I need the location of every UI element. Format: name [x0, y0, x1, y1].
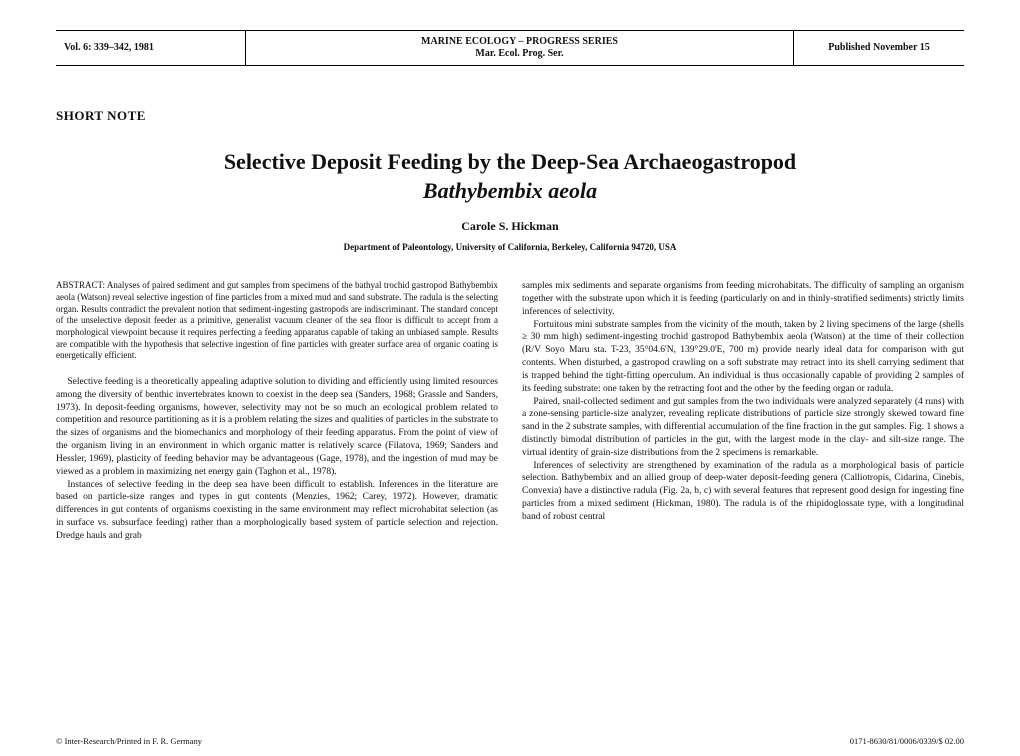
body-p3: samples mix sediments and separate organ… — [522, 280, 964, 318]
article-title: Selective Deposit Feeding by the Deep-Se… — [56, 148, 964, 205]
header-journal: MARINE ECOLOGY – PROGRESS SERIES Mar. Ec… — [246, 31, 794, 65]
page-footer: © Inter-Research/Printed in F. R. German… — [56, 736, 964, 746]
header-journal-line1: MARINE ECOLOGY – PROGRESS SERIES — [421, 36, 618, 48]
journal-header-bar: Vol. 6: 339–342, 1981 MARINE ECOLOGY – P… — [56, 30, 964, 66]
title-species: Bathybembix aeola — [423, 178, 597, 203]
footer-left: © Inter-Research/Printed in F. R. German… — [56, 736, 202, 746]
body-p6: Inferences of selectivity are strengthen… — [522, 460, 964, 524]
abstract: ABSTRACT: Analyses of paired sediment an… — [56, 280, 498, 362]
body-columns: ABSTRACT: Analyses of paired sediment an… — [56, 280, 964, 542]
body-p5: Paired, snail-collected sediment and gut… — [522, 396, 964, 460]
spacer — [56, 362, 498, 376]
footer-right: 0171-8630/81/0006/0339/$ 02.00 — [850, 736, 964, 746]
title-block: Selective Deposit Feeding by the Deep-Se… — [56, 148, 964, 252]
section-short-note: SHORT NOTE — [56, 108, 964, 124]
body-p4: Fortuitous mini substrate samples from t… — [522, 319, 964, 396]
author-name: Carole S. Hickman — [56, 219, 964, 234]
body-p2: Instances of selective feeding in the de… — [56, 479, 498, 543]
abstract-label: ABSTRACT: — [56, 280, 105, 290]
header-journal-line2: Mar. Ecol. Prog. Ser. — [475, 48, 563, 60]
header-volume: Vol. 6: 339–342, 1981 — [56, 31, 246, 65]
header-published: Published November 15 — [794, 31, 964, 65]
body-p1: Selective feeding is a theoretically app… — [56, 376, 498, 479]
title-line1: Selective Deposit Feeding by the Deep-Se… — [224, 149, 796, 174]
author-affiliation: Department of Paleontology, University o… — [56, 242, 964, 252]
page: Vol. 6: 339–342, 1981 MARINE ECOLOGY – P… — [0, 0, 1020, 756]
abstract-text: Analyses of paired sediment and gut samp… — [56, 280, 498, 360]
